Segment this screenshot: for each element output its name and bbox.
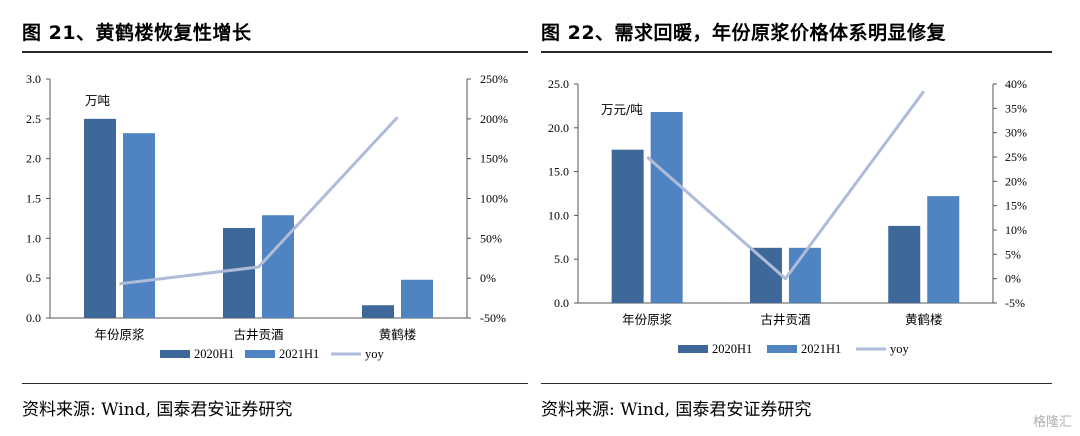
right-unit-label: 万元/吨 (601, 102, 643, 117)
left-bar-2020h1 (223, 227, 255, 318)
left-y2-tick-label: -50% (480, 311, 506, 325)
right-legend-swatch-2020h1 (678, 345, 708, 353)
left-title-rule (22, 51, 528, 53)
left-legend-swatch-2020h1 (160, 350, 190, 358)
right-yoy-line (646, 90, 925, 281)
left-y2-tick-label: 250% (480, 72, 508, 86)
left-y-tick-label: 2.5 (26, 112, 41, 126)
left-x-tick-label: 年份原浆 (94, 327, 145, 342)
right-title-rule (541, 51, 1052, 53)
left-bar-2021h1 (262, 215, 294, 318)
left-legend-label-2020h1: 2020H1 (194, 347, 234, 361)
left-x-tick-label: 黄鹤楼 (379, 327, 417, 342)
right-y2-tick-label: 10% (1005, 223, 1027, 237)
right-y2-tick-label: 0% (1005, 272, 1021, 286)
left-legend-label-2021h1: 2021H1 (279, 347, 319, 361)
right-y2-tick-label: 30% (1005, 126, 1027, 140)
watermark-logo: 格隆汇 (1032, 415, 1072, 430)
left-y2-tick-label: 100% (480, 192, 508, 206)
left-figure-title: 图 21、黄鹤楼恢复性增长 (22, 22, 252, 44)
left-legend-swatch-2021h1 (245, 350, 275, 358)
left-source-text: 资料来源: Wind, 国泰君安证券研究 (22, 400, 293, 420)
right-y2-tick-label: 35% (1005, 101, 1027, 115)
left-y-tick-label: 1.5 (26, 192, 41, 206)
right-source-rule (541, 383, 1052, 384)
right-y2-tick-label: 25% (1005, 150, 1027, 164)
left-bar-2021h1 (123, 133, 155, 318)
right-y-tick-label: 10.0 (548, 208, 569, 222)
left-y2-tick-label: 150% (480, 152, 508, 166)
right-x-tick-label: 古井贡酒 (760, 312, 810, 327)
left-unit-label: 万吨 (85, 93, 111, 108)
right-legend-label-yoy: yoy (890, 342, 910, 356)
right-y2-tick-label: 20% (1005, 174, 1027, 188)
left-y-tick-label: 2.0 (26, 152, 41, 166)
right-y2-tick-label: 40% (1005, 77, 1027, 91)
left-y-tick-label: 3.0 (26, 72, 41, 86)
left-y-tick-label: 1.0 (26, 231, 41, 245)
right-bar-2021h1 (927, 196, 960, 303)
left-bar-2020h1 (84, 118, 116, 318)
right-y-tick-label: 5.0 (554, 252, 569, 266)
right-x-tick-label: 年份原浆 (622, 312, 673, 327)
right-y2-tick-label: 15% (1005, 199, 1027, 213)
right-bar-2020h1 (749, 247, 782, 303)
left-y2-tick-label: 0% (480, 271, 496, 285)
right-bar-2021h1 (650, 112, 683, 303)
right-y-tick-label: 15.0 (548, 165, 569, 179)
right-y-tick-label: 20.0 (548, 121, 569, 135)
left-y-tick-label: 0.0 (26, 311, 41, 325)
left-y2-tick-label: 50% (480, 231, 502, 245)
right-bar-2021h1 (788, 247, 821, 303)
right-figure-title: 图 22、需求回暖，年份原浆价格体系明显修复 (541, 22, 947, 44)
right-bar-2020h1 (888, 225, 921, 303)
right-y2-tick-label: -5% (1005, 296, 1025, 310)
right-y-tick-label: 25.0 (548, 77, 569, 91)
right-bar-2020h1 (611, 149, 644, 303)
right-legend-label-2021h1: 2021H1 (801, 342, 841, 356)
right-legend-swatch-2021h1 (767, 345, 797, 353)
right-x-tick-label: 黄鹤楼 (905, 312, 943, 327)
right-legend-label-2020h1: 2020H1 (712, 342, 752, 356)
left-x-tick-label: 古井贡酒 (233, 327, 283, 342)
left-bar-2021h1 (401, 279, 433, 318)
left-y-tick-label: 0.5 (26, 271, 41, 285)
right-source-text: 资料来源: Wind, 国泰君安证券研究 (541, 400, 812, 420)
left-source-rule (22, 383, 528, 384)
left-legend-label-yoy: yoy (365, 347, 385, 361)
right-y2-tick-label: 5% (1005, 247, 1021, 261)
right-y-tick-label: 0.0 (554, 296, 569, 310)
left-bar-2020h1 (362, 305, 394, 318)
left-yoy-line (119, 116, 399, 286)
left-y2-tick-label: 200% (480, 112, 508, 126)
